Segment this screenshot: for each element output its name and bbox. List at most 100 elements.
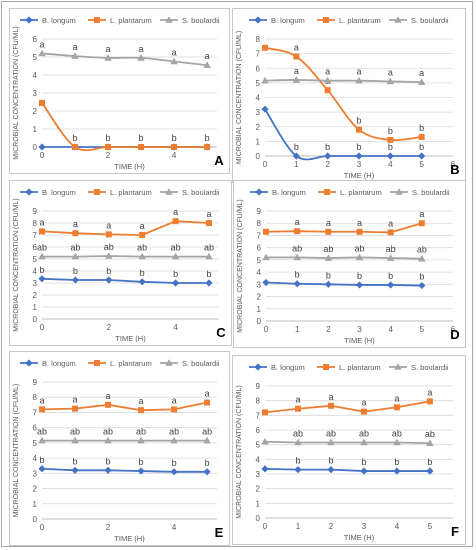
data-label: ab	[292, 243, 302, 253]
series-line	[41, 102, 208, 152]
y-tick-label: 0	[257, 317, 262, 326]
data-point	[261, 105, 269, 113]
data-label: b	[388, 271, 393, 281]
data-label: b	[388, 142, 393, 152]
x-tick-label: 0	[40, 323, 45, 332]
data-point	[294, 466, 302, 474]
legend-marker-s-boulardii	[165, 188, 173, 195]
data-label: b	[140, 268, 145, 278]
y-tick-label: 6	[257, 244, 262, 253]
y-tick-label: 3	[256, 108, 261, 117]
x-tick-label: 0	[264, 325, 269, 334]
y-axis-title: MICROBIAL CONCENTRATION (CFU/ML)	[236, 385, 243, 518]
data-label: ab	[386, 244, 396, 254]
x-tick-label: 5	[428, 522, 433, 531]
data-label: b	[325, 142, 330, 152]
data-point	[137, 436, 145, 444]
data-point	[38, 275, 46, 283]
legend-a: B. longum L. plantarum S. boulardii	[20, 16, 220, 25]
data-point	[418, 281, 426, 290]
data-label: a	[106, 391, 111, 401]
chart-c: B. longum L. plantarum S. boulardii 0 1 2 3 4 5 6…	[13, 188, 226, 343]
data-point	[105, 276, 113, 284]
legend-label-b-longum: B. longum	[42, 188, 76, 197]
data-label: b	[139, 133, 144, 143]
y-tick-label: 9	[256, 382, 261, 391]
legend-d: B. longum L. plantarum S. boulardii	[250, 188, 450, 197]
data-point	[171, 144, 178, 150]
data-point	[360, 467, 368, 475]
panel-letter: A	[214, 153, 224, 168]
data-label: ab	[359, 428, 369, 438]
data-label: a	[106, 220, 111, 230]
data-point	[360, 408, 367, 415]
y-tick-label: 3	[256, 470, 261, 479]
data-point	[262, 253, 270, 261]
y-tick-label: 2	[33, 107, 38, 116]
series-line	[264, 467, 430, 472]
data-point	[426, 467, 434, 475]
legend-marker-l-plantarum	[94, 17, 100, 23]
data-point	[170, 436, 178, 444]
data-point	[386, 77, 395, 85]
data-label: a	[73, 42, 78, 52]
data-label: b	[361, 457, 366, 467]
data-point	[39, 99, 45, 106]
y-tick-label: 0	[33, 515, 38, 524]
data-label: ab	[171, 243, 181, 253]
data-point	[293, 280, 301, 288]
data-label: b	[427, 457, 432, 467]
y-axis-title: MICROBIAL CONCENTRATION (CFU/ML)	[13, 26, 20, 159]
data-point	[324, 87, 331, 94]
chart-b: B. longum L. plantarum S. boulardii 0 1 2 3 4 5 6…	[236, 16, 460, 180]
x-tick-label: 3	[362, 522, 367, 531]
data-label: b	[73, 133, 78, 143]
data-label: ab	[137, 243, 147, 253]
y-tick-label: 7	[33, 231, 38, 240]
data-label: a	[427, 387, 432, 397]
x-tick-label: 5	[420, 325, 425, 334]
y-tick-label: 1	[33, 125, 38, 134]
data-label: b	[139, 457, 144, 467]
data-label: a	[39, 217, 44, 227]
y-tick-label: 0	[256, 514, 261, 523]
x-axis-title: TIME (H)	[114, 162, 145, 171]
y-tick-label: 2	[256, 123, 261, 132]
panel-letter: F	[451, 524, 459, 539]
data-label: b	[206, 269, 211, 279]
data-label: a	[73, 395, 78, 405]
data-point	[72, 405, 79, 412]
data-label: b	[295, 270, 300, 280]
data-label: ab	[70, 243, 80, 253]
x-axis-title: TIME (H)	[344, 533, 375, 542]
data-point	[71, 436, 79, 444]
legend-label-s-boulardii: S. boulardii	[182, 16, 220, 25]
panel-e: B. longum L. plantarum S. boulardii 0 1 2 3 4 5 6…	[9, 351, 230, 546]
chart-e: B. longum L. plantarum S. boulardii 0 1 2 3 4 5 6…	[13, 359, 224, 543]
data-point	[137, 54, 145, 61]
series-s-boulardii: ab ab ab ab ab ab	[37, 427, 212, 444]
legend-label-b-longum: B. longum	[42, 359, 76, 368]
y-axis-title: MICROBIAL CONCENTRATION (CFU/ML)	[13, 384, 20, 517]
data-point	[262, 409, 268, 416]
series-l-plantarum: a a a a a	[262, 387, 433, 416]
series-line	[264, 79, 422, 84]
data-label: a	[361, 398, 366, 408]
legend-label-s-boulardii: S. boulardii	[412, 188, 450, 197]
legend-label-b-longum: B. longum	[272, 188, 306, 197]
data-label: b	[356, 142, 361, 152]
y-tick-label: 4	[256, 455, 261, 464]
series-line	[265, 222, 423, 234]
data-label: a	[388, 218, 393, 228]
data-label: b	[205, 458, 210, 468]
data-point	[205, 252, 213, 260]
data-label: a	[173, 207, 178, 217]
data-point	[72, 144, 79, 150]
x-axis-title: TIME (H)	[114, 534, 145, 543]
x-tick-label: 1	[296, 522, 301, 531]
data-label: a	[326, 218, 331, 228]
